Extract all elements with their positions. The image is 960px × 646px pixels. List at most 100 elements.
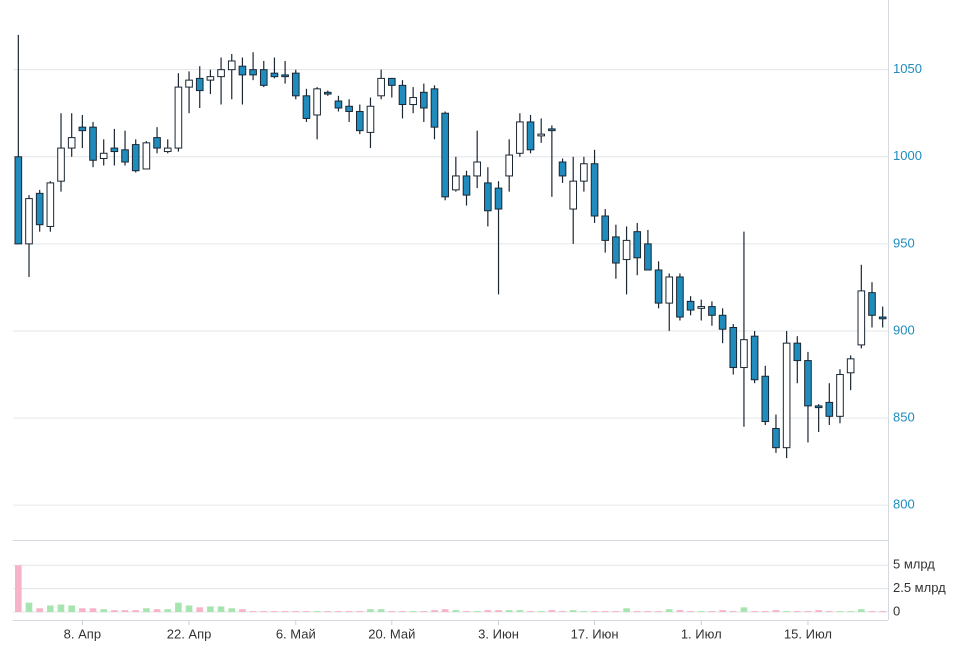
candle-body xyxy=(78,126,87,132)
candle-body xyxy=(110,147,119,153)
volume-bar xyxy=(388,611,396,612)
volume-bar xyxy=(25,602,33,612)
candle-body xyxy=(206,76,215,81)
candle-body xyxy=(708,306,716,316)
candle-body xyxy=(142,142,151,170)
volume-bar xyxy=(313,611,321,612)
volume-bar xyxy=(751,611,758,612)
candle-body xyxy=(217,69,225,78)
candle-body xyxy=(846,358,855,374)
volume-bar xyxy=(516,610,524,612)
volume-bar xyxy=(335,611,342,612)
volume-bar xyxy=(761,611,769,612)
volume-bar xyxy=(452,610,460,612)
candle-body xyxy=(718,314,727,330)
candle-body xyxy=(729,326,738,369)
volume-bar xyxy=(292,611,300,612)
candle-body xyxy=(505,154,513,177)
candle-body xyxy=(793,342,802,362)
x-tick-label: 1. Июл xyxy=(681,626,722,641)
volume-bar xyxy=(580,611,588,612)
candle-body xyxy=(249,69,257,76)
candle-body xyxy=(548,128,556,132)
x-tick-label: 22. Апр xyxy=(167,626,212,641)
volume-bar xyxy=(601,611,609,612)
volume-bar xyxy=(473,611,481,612)
volume-bar xyxy=(271,611,278,612)
volume-bar xyxy=(324,611,332,612)
candle-body xyxy=(814,405,823,409)
volume-bar xyxy=(420,611,428,612)
volume-bar xyxy=(196,607,204,612)
volume-bar xyxy=(377,609,385,612)
volume-bar xyxy=(249,611,257,612)
candle-body xyxy=(14,156,23,245)
y-tick-label: 850 xyxy=(893,410,915,425)
candle-body xyxy=(163,147,172,153)
candle-body xyxy=(334,100,343,109)
volume-bar xyxy=(815,610,822,612)
candle-body xyxy=(825,401,834,417)
volume-bar xyxy=(57,604,65,612)
x-tick-label: 20. Май xyxy=(368,626,415,641)
y-tick-label: 950 xyxy=(893,235,915,250)
volume-bar xyxy=(804,611,812,612)
candle-body xyxy=(516,121,524,154)
volume-bar xyxy=(164,609,172,612)
volume-bar xyxy=(260,611,268,612)
volume-tick-label: 5 млрд xyxy=(893,557,935,572)
candle-body xyxy=(804,360,812,407)
volume-bar xyxy=(676,610,684,612)
candle-body xyxy=(366,105,375,133)
x-tick-label: 8. Апр xyxy=(64,626,101,641)
volume-bar xyxy=(793,611,801,612)
candle-body xyxy=(441,112,449,198)
candle-body xyxy=(430,88,439,128)
volume-bar xyxy=(175,602,182,612)
candle-body xyxy=(302,95,311,119)
candle-body xyxy=(633,231,642,259)
candle-body xyxy=(35,192,44,226)
volume-bar xyxy=(612,611,620,612)
x-tick-label: 17. Июн xyxy=(571,626,619,641)
volume-bar xyxy=(281,611,289,612)
volume-bar xyxy=(431,610,438,612)
candle-body xyxy=(355,110,364,132)
volume-bar xyxy=(153,609,161,612)
volume-bar xyxy=(559,611,566,612)
volume-bar xyxy=(239,609,246,612)
volume-bar xyxy=(697,611,705,612)
candle-body xyxy=(398,84,407,106)
volume-bar xyxy=(111,610,118,612)
candle-body xyxy=(185,79,193,88)
volume-bar xyxy=(879,611,886,612)
candle-body xyxy=(782,342,791,449)
candle-body xyxy=(377,77,385,97)
candle-body xyxy=(772,428,780,449)
volume-bar xyxy=(441,609,449,612)
volume-bar xyxy=(858,609,865,612)
volume-bar xyxy=(847,611,854,612)
volume-bar xyxy=(68,605,75,612)
volume-bar xyxy=(495,610,502,612)
volume-bar xyxy=(537,611,545,612)
candle-body xyxy=(291,72,300,97)
volume-bar xyxy=(740,607,748,612)
candle-body xyxy=(89,126,97,161)
volume-bar xyxy=(484,610,492,612)
volume-bar xyxy=(185,605,193,612)
volume-bar xyxy=(644,611,652,612)
candle-body xyxy=(686,300,695,311)
volume-bar xyxy=(121,610,129,612)
volume-bar xyxy=(505,610,513,612)
candle-body xyxy=(46,182,55,227)
candle-body xyxy=(601,215,610,241)
volume-bar xyxy=(79,608,86,612)
candle-body xyxy=(526,121,535,151)
volume-bar xyxy=(409,611,417,612)
candle-body xyxy=(67,137,76,149)
x-tick-label: 6. Май xyxy=(276,626,316,641)
volume-bar xyxy=(228,608,236,612)
y-tick-label: 1050 xyxy=(893,61,922,76)
